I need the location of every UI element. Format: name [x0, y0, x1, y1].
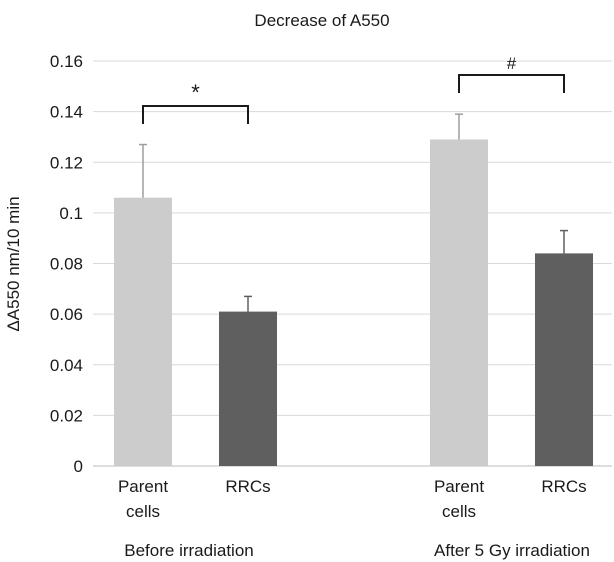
bar: [430, 139, 488, 466]
significance-bracket: [142, 105, 249, 124]
y-tick-label: 0.04: [50, 356, 83, 375]
chart-title: Decrease of A550: [254, 11, 389, 30]
x-tick-label: RRCs: [541, 477, 586, 496]
significance-bracket: [458, 74, 565, 93]
y-tick-label: 0.08: [50, 255, 83, 274]
x-tick-label: RRCs: [225, 477, 270, 496]
significance-marker: *: [191, 80, 200, 105]
x-tick-label: Parent: [434, 477, 484, 496]
y-tick-label: 0.06: [50, 305, 83, 324]
significance-brackets: *#: [142, 54, 565, 124]
y-axis-ticks: 0 0.02 0.04 0.06 0.08 0.1 0.12 0.14 0.16: [50, 52, 83, 476]
bars: [114, 113, 593, 466]
y-axis-label: ΔA550 nm/10 min: [4, 196, 23, 331]
x-axis-labels: Parent cells RRCs Before irradiation Parent c…: [118, 477, 590, 560]
bar: [535, 253, 593, 466]
y-tick-label: 0.12: [50, 153, 83, 172]
x-tick-label: cells: [442, 502, 476, 521]
x-tick-label: cells: [126, 502, 160, 521]
bar: [114, 197, 172, 466]
y-tick-label: 0.02: [50, 406, 83, 425]
y-tick-label: 0: [74, 457, 83, 476]
y-tick-label: 0.14: [50, 103, 83, 122]
significance-marker: #: [507, 54, 517, 73]
y-tick-label: 0.16: [50, 52, 83, 71]
bar: [219, 311, 277, 466]
x-tick-label: Parent: [118, 477, 168, 496]
y-tick-label: 0.1: [59, 204, 83, 223]
group-label: After 5 Gy irradiation: [434, 541, 590, 560]
group-label: Before irradiation: [124, 541, 253, 560]
gridlines: [93, 60, 612, 467]
